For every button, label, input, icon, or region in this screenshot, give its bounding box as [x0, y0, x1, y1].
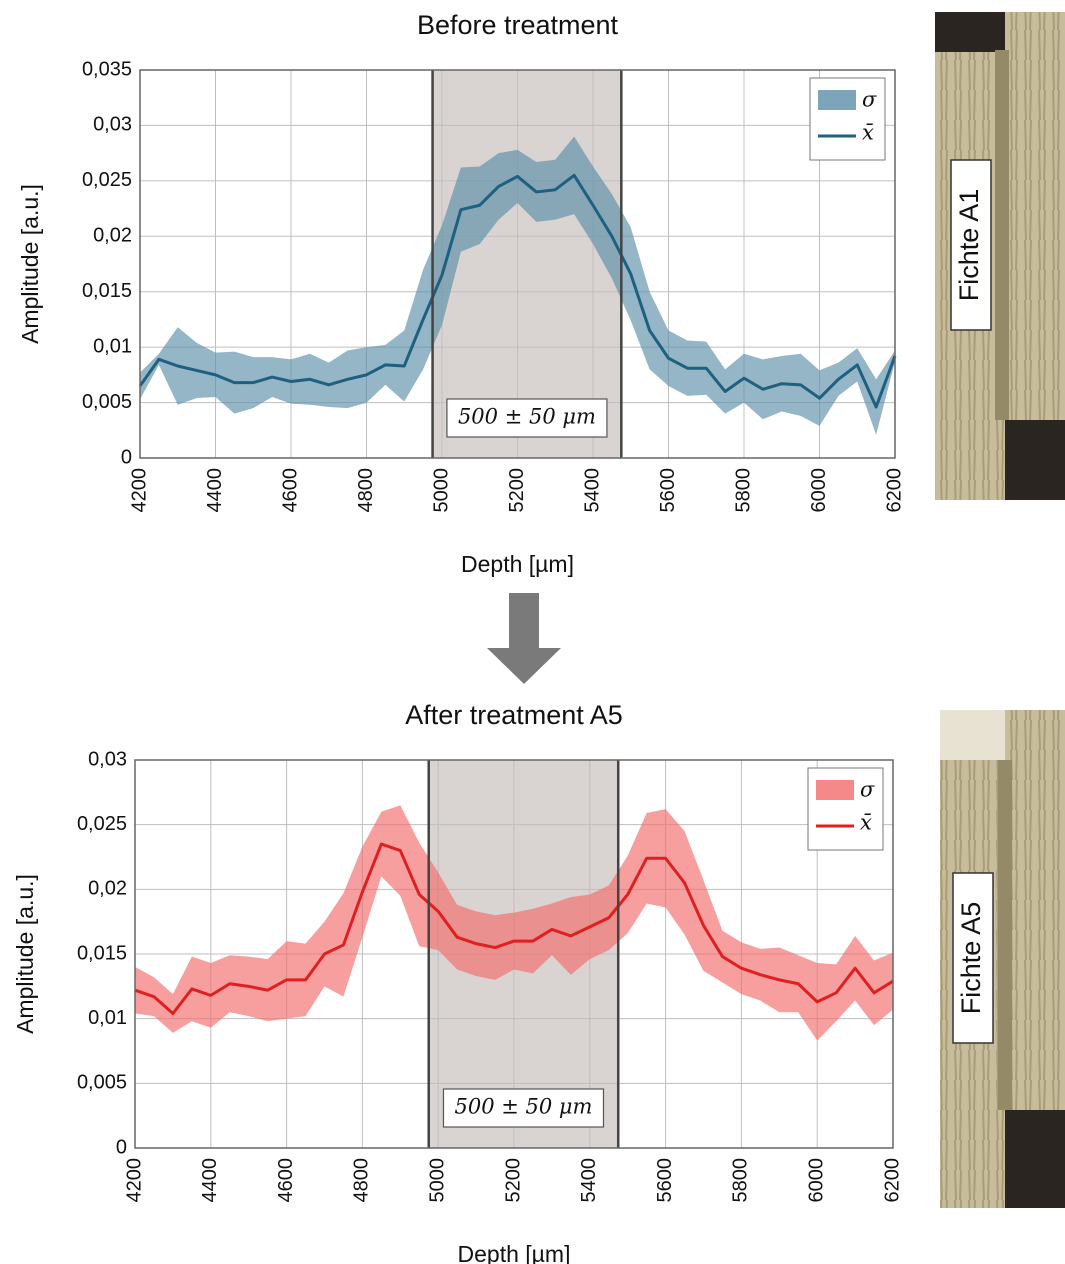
photo-label-box [950, 159, 992, 331]
y-tick-label: 0,02 [88, 878, 127, 900]
y-tick-label: 0,015 [77, 942, 127, 964]
legend-swatch [816, 780, 854, 800]
legend-label: x̄ [862, 121, 874, 145]
x-tick-label: 4200 [123, 1158, 145, 1203]
x-tick-label: 5600 [654, 1158, 676, 1203]
legend-label: σ [860, 778, 875, 802]
x-tick-label: 5000 [426, 1158, 448, 1203]
y-tick-label: 0,01 [88, 1007, 127, 1029]
y-tick-label: 0,01 [93, 335, 132, 357]
x-tick-label: 5800 [732, 468, 754, 513]
x-tick-label: 5200 [502, 1158, 524, 1203]
x-tick-label: 4600 [275, 1158, 297, 1203]
chart-title: After treatment A5 [405, 700, 623, 730]
x-tick-label: 4800 [351, 1158, 373, 1203]
mean-line [134, 842, 894, 1015]
plot-frame [139, 69, 896, 459]
x-tick-label: 5600 [657, 468, 679, 513]
legend-label: σ [862, 88, 877, 112]
y-tick-label: 0,03 [93, 114, 132, 136]
sigma-band [135, 805, 893, 1041]
legend-swatch [818, 90, 856, 110]
legend-label: x̄ [860, 811, 872, 835]
plot-frame [134, 759, 894, 1149]
x-tick-label: 4600 [279, 468, 301, 513]
x-tick-label: 6000 [808, 468, 830, 513]
x-tick-label: 4800 [355, 468, 377, 513]
x-tick-label: 5000 [430, 468, 452, 513]
photo-label: Fichte A1 [954, 189, 984, 302]
y-axis-label: Amplitude [a.u.] [17, 184, 43, 344]
x-tick-label: 6200 [883, 468, 905, 513]
x-tick-label: 6200 [881, 1158, 903, 1203]
annotation-box [446, 398, 608, 438]
region-shade [432, 70, 622, 458]
x-tick-label: 5400 [578, 1158, 600, 1203]
y-tick-label: 0,025 [77, 813, 127, 835]
mean-line [138, 173, 897, 409]
y-tick-label: 0,005 [82, 391, 132, 413]
y-tick-label: 0 [121, 446, 132, 468]
x-tick-label: 6000 [805, 1158, 827, 1203]
photo-label: Fichte A5 [956, 902, 986, 1015]
y-tick-label: 0,02 [93, 225, 132, 247]
x-axis-label: Depth [µm] [461, 551, 574, 577]
y-tick-label: 0 [116, 1136, 127, 1158]
sigma-band [140, 136, 895, 435]
x-tick-label: 5200 [506, 468, 528, 513]
y-tick-label: 0,03 [88, 748, 127, 770]
annotation-box [442, 1088, 605, 1128]
chart-title: Before treatment [417, 10, 619, 40]
x-axis-label: Depth [µm] [458, 1241, 571, 1264]
photo-label-box [952, 872, 994, 1044]
y-tick-label: 0,035 [82, 58, 132, 80]
x-tick-label: 5800 [730, 1158, 752, 1203]
annotation: 500 ± 50 μm [454, 1095, 592, 1119]
x-tick-label: 4200 [128, 468, 150, 513]
x-tick-label: 5400 [581, 468, 603, 513]
annotation: 500 ± 50 μm [458, 405, 596, 429]
y-tick-label: 0,015 [82, 280, 132, 302]
x-tick-label: 4400 [199, 1158, 221, 1203]
arrow-shaft [509, 593, 539, 648]
y-axis-label: Amplitude [a.u.] [12, 874, 38, 1034]
arrow-head [487, 648, 561, 684]
x-tick-label: 4400 [204, 468, 226, 513]
y-tick-label: 0,025 [82, 169, 132, 191]
y-tick-label: 0,005 [77, 1072, 127, 1094]
